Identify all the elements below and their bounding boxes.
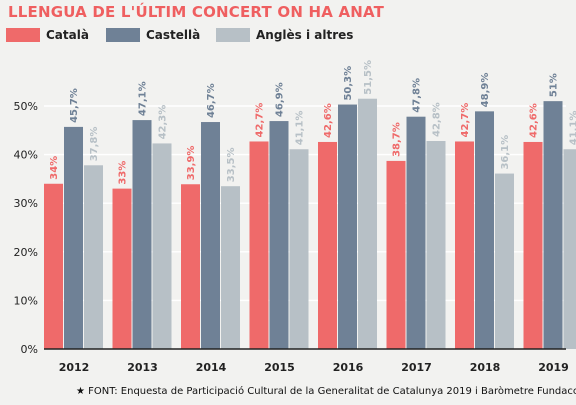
- bar: [406, 116, 426, 349]
- bar: [221, 186, 240, 349]
- data-label: 42,6%: [529, 103, 540, 138]
- data-label: 33%: [118, 161, 129, 185]
- bar: [181, 184, 200, 349]
- bar: [318, 141, 337, 349]
- bar: [475, 111, 494, 349]
- bar: [132, 120, 152, 350]
- data-label: 51%: [549, 73, 560, 97]
- bar: [84, 165, 103, 349]
- bar: [455, 141, 474, 349]
- data-label: 48,9%: [480, 73, 491, 108]
- bar: [152, 143, 172, 349]
- bar: [358, 98, 377, 350]
- data-label: 41,1%: [295, 111, 306, 146]
- data-label: 34%: [49, 156, 60, 180]
- x-tick-label: 2019: [538, 361, 569, 374]
- bar: [563, 149, 576, 349]
- data-label: 37,8%: [89, 127, 100, 162]
- y-tick-label: 30%: [14, 197, 38, 210]
- bar: [543, 101, 563, 349]
- legend-item-angles: Anglès i altres: [216, 26, 353, 44]
- legend-item-castella: Castellà: [106, 26, 200, 44]
- legend-swatch-angles: [216, 28, 250, 42]
- data-label: 33,5%: [226, 147, 237, 182]
- data-label: 51,5%: [363, 60, 374, 95]
- bar: [338, 104, 357, 350]
- x-tick-label: 2015: [264, 361, 295, 374]
- data-label: 41,1%: [569, 111, 576, 146]
- bar: [269, 121, 289, 349]
- data-label: 33,9%: [186, 146, 197, 181]
- x-tick-label: 2017: [401, 361, 432, 374]
- bar: [523, 141, 543, 349]
- bar: [426, 140, 446, 349]
- data-label: 36,1%: [500, 135, 511, 170]
- y-tick-label: 0%: [21, 343, 38, 356]
- data-label: 42,7%: [255, 103, 266, 138]
- legend-label-angles: Anglès i altres: [256, 28, 354, 42]
- data-label: 42,7%: [460, 103, 471, 138]
- legend-swatch-catala: [6, 28, 40, 42]
- x-tick-label: 2014: [196, 361, 227, 374]
- data-label: 47,8%: [412, 78, 423, 113]
- y-tick-label: 40%: [14, 149, 38, 162]
- legend-item-catala: Català: [6, 26, 89, 44]
- bar: [112, 188, 132, 349]
- bar: [44, 183, 63, 349]
- data-label: 50,3%: [343, 66, 354, 101]
- bar: [289, 149, 309, 349]
- x-tick-label: 2012: [59, 361, 90, 374]
- data-label: 42,8%: [432, 102, 443, 137]
- y-tick-label: 20%: [14, 246, 38, 259]
- data-label: 46,9%: [275, 82, 286, 117]
- x-tick-label: 2016: [333, 361, 364, 374]
- bar: [495, 173, 514, 349]
- bar: [249, 141, 269, 349]
- data-label: 38,7%: [392, 122, 403, 157]
- y-tick-label: 10%: [14, 294, 38, 307]
- y-tick-label: 50%: [14, 100, 38, 113]
- source-footnote: ★ FONT: Enquesta de Participació Cultura…: [76, 386, 576, 397]
- data-label: 45,7%: [69, 88, 80, 123]
- x-tick-label: 2018: [470, 361, 501, 374]
- data-label: 42,3%: [158, 105, 169, 140]
- bar: [64, 126, 83, 349]
- bar: [201, 122, 220, 350]
- data-label: 46,7%: [206, 83, 217, 118]
- legend-label-catala: Català: [46, 28, 89, 42]
- data-label: 47,1%: [138, 81, 149, 116]
- bar: [386, 160, 406, 349]
- legend-swatch-castella: [106, 28, 140, 42]
- x-tick-label: 2013: [127, 361, 158, 374]
- chart-title: LLENGUA DE L'ÚLTIM CONCERT ON HA ANAT: [8, 3, 385, 21]
- legend-label-castella: Castellà: [146, 28, 201, 42]
- data-label: 42,6%: [323, 103, 334, 138]
